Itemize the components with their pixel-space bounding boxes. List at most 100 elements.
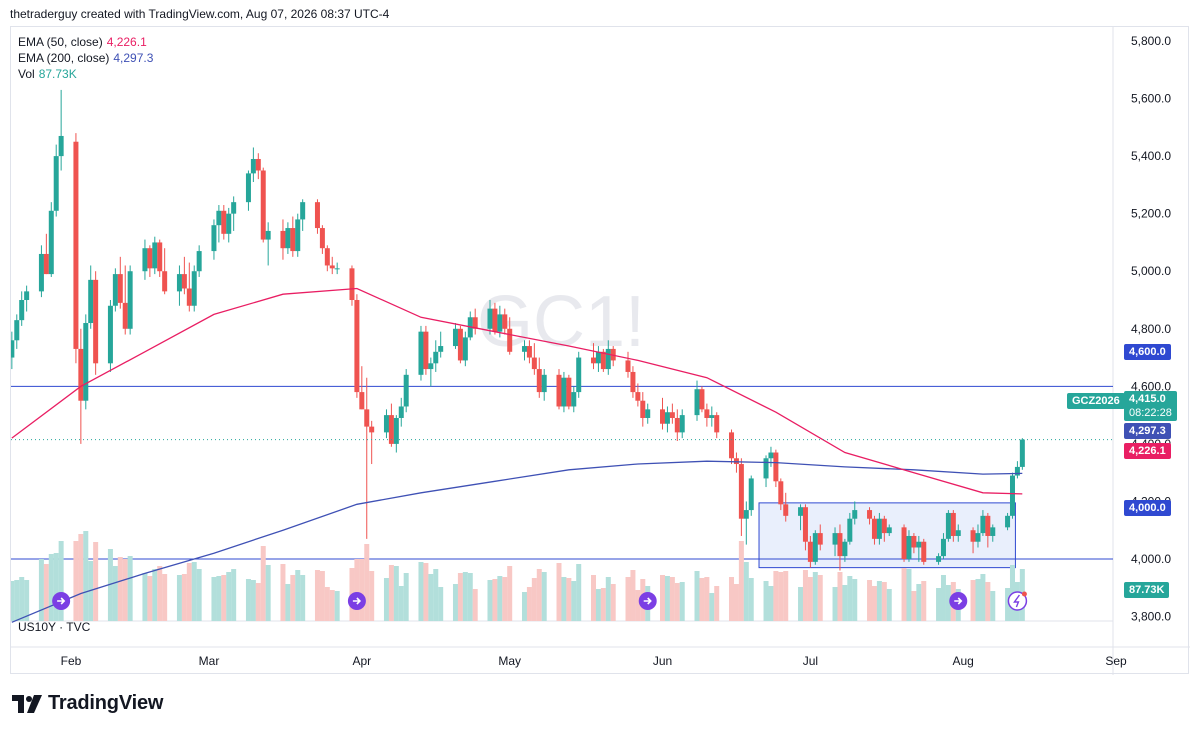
price-chart[interactable]: GC1!5,800.05,600.05,400.05,200.05,000.04… (11, 27, 1190, 675)
candle-body (364, 409, 370, 427)
volume-bar (221, 575, 227, 621)
notification-dot-icon (1021, 591, 1027, 597)
candle-body (970, 530, 976, 542)
candle-body (462, 337, 468, 361)
candle-body (181, 274, 187, 289)
volume-bar (526, 587, 532, 621)
volume-bar (260, 546, 266, 621)
volume-bar (191, 562, 197, 621)
candle-body (783, 504, 789, 516)
candle-body (472, 317, 478, 329)
volume-bar (768, 586, 774, 621)
x-tick-label: Apr (352, 654, 371, 668)
candle-body (285, 228, 291, 249)
volume-bar (329, 590, 335, 621)
volume-bar (265, 565, 271, 621)
volume-bar (837, 572, 843, 621)
volume-bar (541, 572, 547, 621)
candle-body (383, 415, 389, 433)
volume-bar (487, 580, 493, 621)
sub-pane-label[interactable]: US10Y · TVC (18, 620, 91, 634)
volume-bar (783, 571, 789, 621)
x-tick-label: Feb (61, 654, 82, 668)
candle-body (186, 288, 192, 306)
legend-vol-value: 87.73K (38, 67, 77, 81)
candle-body (526, 346, 532, 358)
volume-bar (186, 563, 192, 621)
volume-bar (438, 587, 444, 621)
upcoming-event-icon (1007, 591, 1028, 611)
candle-body (748, 478, 754, 511)
candle-body (847, 518, 853, 542)
candle-body (152, 242, 158, 269)
volume-bar (571, 581, 577, 621)
volume-bar (226, 572, 232, 621)
volume-bar (48, 554, 54, 621)
tradingview-logo[interactable]: TradingView (12, 692, 163, 715)
candle-body (43, 253, 49, 275)
legend-vol[interactable]: Vol 87.73K (18, 66, 77, 82)
candle-body (541, 374, 547, 393)
volume-bar (127, 556, 133, 621)
volume-bar (73, 541, 79, 621)
candle-body (901, 527, 907, 559)
legend-ema200[interactable]: EMA (200, close) 4,297.3 (18, 50, 153, 66)
volume-bar (245, 579, 251, 621)
candle-body (19, 300, 25, 321)
candle-body (433, 351, 439, 364)
ema50-price-tag: 4,226.1 (1124, 443, 1171, 459)
x-tick-label: Jul (803, 654, 818, 668)
volume-bar (176, 575, 182, 621)
candle-body (231, 202, 237, 214)
volume-bar (847, 576, 853, 621)
volume-bar (324, 587, 330, 621)
candle-body (743, 510, 749, 519)
volume-bar (733, 584, 739, 621)
legend-ema50[interactable]: EMA (50, close) 4,226.1 (18, 34, 147, 50)
candle-body (886, 527, 892, 534)
volume-bar (181, 574, 187, 621)
candle-body (349, 268, 355, 300)
volume-bar (403, 573, 409, 621)
legend-ema200-value: 4,297.3 (113, 51, 154, 65)
candle-body (561, 377, 567, 407)
volume-bar (729, 577, 735, 621)
candle-body (418, 331, 424, 375)
volume-bar (738, 541, 744, 621)
candle-body (107, 305, 113, 364)
candle-body (142, 248, 148, 272)
candle-body (768, 452, 774, 459)
candle-body (1019, 439, 1025, 467)
volume-bar (871, 586, 877, 621)
candle-body (428, 363, 434, 370)
volume-bar (369, 571, 375, 621)
volume-bar (985, 582, 991, 621)
candle-body (93, 279, 99, 364)
candle-body (1014, 466, 1020, 476)
candle-body (290, 228, 296, 252)
bar-countdown: 08:22:28 (1129, 407, 1172, 419)
volume-bar (497, 576, 503, 621)
hline-lower-tag: 4,000.0 (1124, 500, 1171, 516)
candle-body (53, 156, 59, 211)
candle-body (812, 533, 818, 562)
volume-bar (507, 566, 513, 621)
event-arrow-icon (643, 597, 652, 605)
volume-bar (433, 569, 439, 621)
volume-bar (610, 584, 616, 621)
chart-frame[interactable]: GC1! 5,800.0 5,600.0 5,400.0 5,200.0 5,000.0 4… (10, 26, 1190, 675)
volume-bar (561, 577, 567, 621)
candle-body (487, 308, 493, 329)
candle-body (660, 409, 666, 424)
candle-body (881, 518, 887, 534)
volume-bar (38, 559, 44, 621)
volume-bar (19, 577, 25, 621)
volume-bar (43, 564, 49, 621)
volume-bar (162, 574, 168, 621)
candle-body (226, 213, 232, 234)
candle-body (980, 515, 986, 534)
candle-body (664, 412, 670, 424)
volume-bar (290, 575, 296, 621)
candle-body (906, 535, 912, 559)
candle-body (600, 351, 606, 370)
